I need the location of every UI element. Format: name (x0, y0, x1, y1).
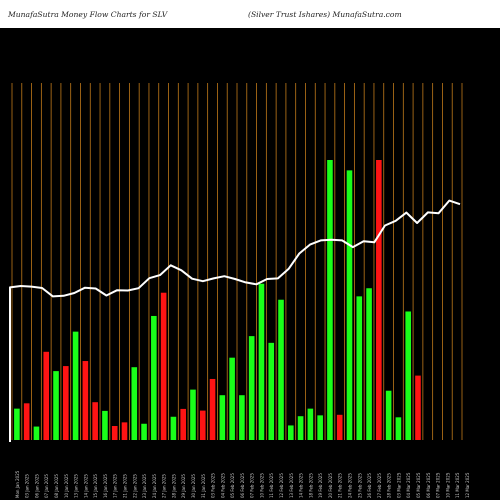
x-tick-label: 10 Mar 2025 (445, 472, 450, 498)
money-flow-bar (327, 160, 333, 440)
chart-plot-area: Mon Jan 2025 03 Jan 2025 06 Jan 2025 07 Jan… (0, 28, 500, 500)
x-tick-label: 23 Jan 2025 (142, 474, 147, 498)
money-flow-bar (248, 336, 255, 440)
money-flow-bar (23, 403, 30, 440)
x-tick-label: 27 Feb 2025 (377, 473, 382, 498)
x-tick-label: 18 Feb 2025 (308, 473, 313, 498)
x-tick-label: 06 Jan 2025 (35, 474, 40, 498)
money-flow-bar (346, 170, 353, 441)
money-flow-bar (209, 378, 216, 440)
money-flow-bar (385, 390, 392, 440)
x-tick-label: 13 Jan 2025 (74, 474, 79, 498)
x-tick-label: 29 Jan 2025 (181, 474, 186, 498)
money-flow-bar (258, 283, 265, 440)
x-tick-label: 11 Feb 2025 (269, 473, 274, 498)
x-tick-label: Mon Jan 2025 (15, 470, 20, 498)
money-flow-bar (405, 311, 411, 440)
x-tick-label: 06 Mar 2025 (426, 472, 431, 498)
x-tick-label: 04 Feb 2025 (220, 473, 225, 498)
money-flow-bar (170, 416, 177, 440)
money-flow-bar (415, 375, 421, 440)
money-flow-bar (53, 371, 59, 440)
money-flow-bar (199, 410, 206, 440)
x-tick-label: 17 Jan 2025 (113, 474, 118, 498)
money-flow-bar (102, 410, 108, 440)
money-flow-bar (336, 414, 343, 440)
x-tick-label: 04 Mar 2025 (406, 472, 411, 498)
money-flow-bar (92, 402, 98, 440)
x-tick-label: 13 Feb 2025 (289, 473, 294, 498)
x-tick-label: 16 Jan 2025 (103, 474, 108, 498)
money-flow-bar (151, 315, 157, 440)
money-flow-bar (268, 342, 275, 440)
x-tick-label: 15 Jan 2025 (93, 474, 98, 498)
x-tick-label: 28 Feb 2025 (387, 473, 392, 498)
money-flow-bar (33, 426, 40, 440)
money-flow-bar (356, 296, 363, 440)
x-tick-label: 21 Jan 2025 (123, 474, 128, 498)
money-flow-bar (190, 389, 196, 440)
x-tick-label: 11 Mar 2025 (455, 472, 460, 498)
x-tick-label: 08 Jan 2025 (54, 474, 59, 498)
x-tick-label: 24 Jan 2025 (152, 474, 157, 498)
x-tick-label: 03 Mar 2025 (396, 472, 401, 498)
x-tick-label: 30 Jan 2025 (191, 474, 196, 498)
money-flow-bar (63, 366, 69, 440)
money-flow-bar (307, 408, 314, 440)
money-flow-bar (395, 417, 402, 440)
money-flow-bar (278, 299, 284, 440)
x-tick-label: 05 Mar 2025 (416, 472, 421, 498)
money-flow-bar (317, 415, 323, 440)
x-tick-label: 05 Feb 2025 (230, 473, 235, 498)
chart-subtitle: (Silver Trust Ishares) MunafaSutra.com (248, 10, 402, 19)
money-flow-bar (131, 367, 138, 440)
x-tick-label: 12 Mar 2025 (465, 472, 470, 498)
x-tick-label: 10 Jan 2025 (64, 474, 69, 498)
x-tick-label: 28 Jan 2025 (171, 474, 176, 498)
x-tick-label: 27 Jan 2025 (162, 474, 167, 498)
x-tick-label: 25 Feb 2025 (357, 473, 362, 498)
money-flow-chart: Mon Jan 2025 03 Jan 2025 06 Jan 2025 07 Jan… (9, 83, 470, 498)
x-tick-label: 19 Feb 2025 (318, 473, 323, 498)
x-tick-label: 07 Mar 2025 (436, 472, 441, 498)
x-tick-label: 14 Jan 2025 (83, 474, 88, 498)
price-line (9, 199, 461, 442)
money-flow-bar (141, 423, 147, 440)
money-flow-bar (239, 395, 245, 440)
chart-title: MunafaSutra Money Flow Charts for SLV (8, 10, 168, 19)
money-flow-bar (219, 395, 226, 440)
x-tick-label: 03 Jan 2025 (25, 474, 30, 498)
x-tick-label: 24 Feb 2025 (348, 473, 353, 498)
money-flow-bar (288, 425, 294, 440)
x-tick-label: 10 Feb 2025 (260, 473, 265, 498)
x-tick-label: 22 Jan 2025 (132, 474, 137, 498)
money-flow-bar (229, 357, 235, 440)
money-flow-bar (82, 361, 89, 440)
money-flow-bar (366, 288, 372, 440)
x-tick-label: 12 Feb 2025 (279, 473, 284, 498)
chart-header: MunafaSutra Money Flow Charts for SLV (S… (0, 0, 500, 28)
money-flow-bar (72, 331, 79, 440)
x-tick-label: 06 Feb 2025 (240, 473, 245, 498)
money-flow-bar (297, 416, 304, 440)
x-tick-label: 07 Feb 2025 (250, 473, 255, 498)
money-flow-bar (180, 408, 186, 440)
x-tick-label: 14 Feb 2025 (299, 473, 304, 498)
x-tick-label: 21 Feb 2025 (338, 473, 343, 498)
x-tick-label: 07 Jan 2025 (44, 474, 49, 498)
money-flow-bar (111, 426, 118, 440)
x-tick-label: 31 Jan 2025 (201, 474, 206, 498)
x-tick-label: 03 Feb 2025 (211, 473, 216, 498)
x-tick-label: 20 Feb 2025 (328, 473, 333, 498)
money-flow-bar (43, 351, 50, 440)
money-flow-bar (376, 160, 382, 440)
money-flow-bar (160, 292, 167, 440)
x-tick-label: 26 Feb 2025 (367, 473, 372, 498)
money-flow-bar (14, 408, 20, 440)
money-flow-bar (121, 422, 128, 440)
